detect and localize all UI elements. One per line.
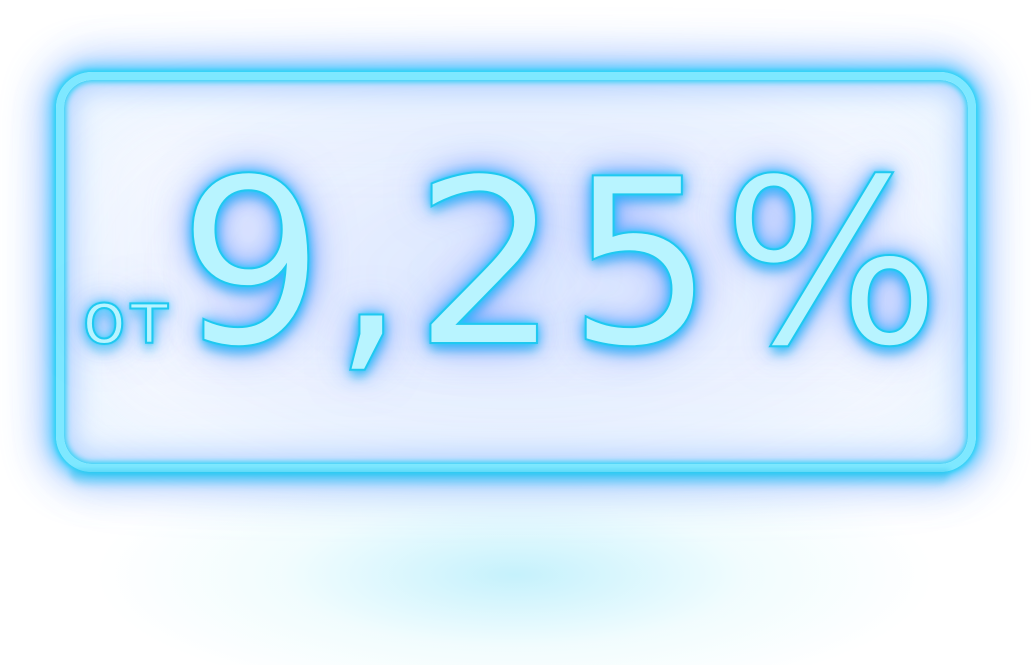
- rate-text: от 9,25%: [0, 131, 1031, 400]
- rate-prefix: от: [81, 275, 173, 361]
- glow-halo: [40, 40, 990, 510]
- rate-value: 9,25%: [177, 131, 949, 398]
- frame-reflection: [70, 470, 950, 488]
- neon-frame: [56, 72, 976, 472]
